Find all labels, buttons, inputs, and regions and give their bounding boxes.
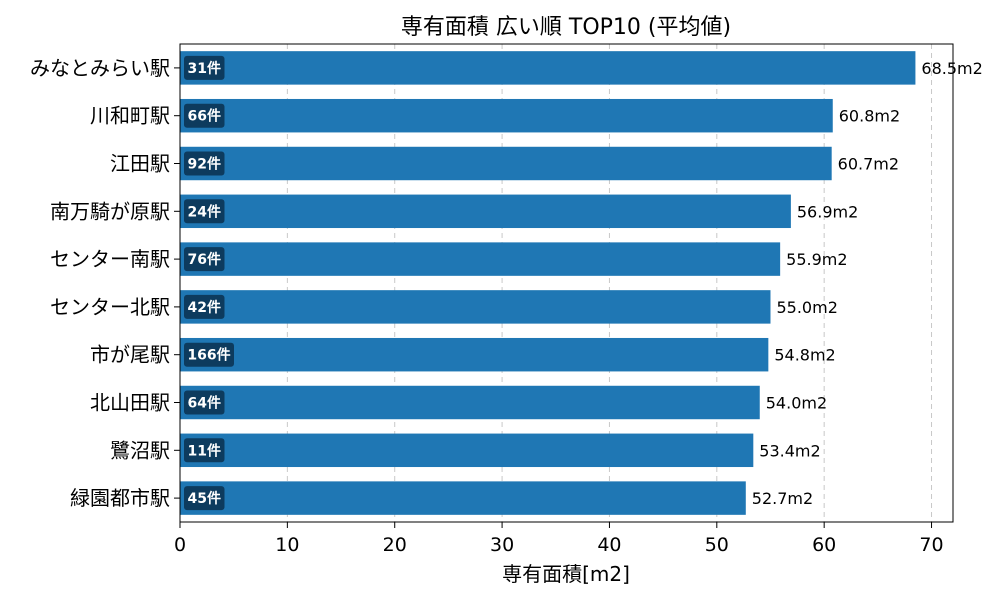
count-label: 11件 bbox=[188, 442, 221, 459]
count-label: 45件 bbox=[188, 490, 221, 507]
category-label: 緑園都市駅 bbox=[70, 486, 170, 510]
count-badge bbox=[184, 55, 225, 80]
x-tick-label: 30 bbox=[490, 534, 514, 556]
value-label: 55.9m2 bbox=[786, 250, 847, 269]
bar bbox=[180, 242, 781, 276]
count-label: 64件 bbox=[188, 395, 221, 412]
category-label: 川和町駅 bbox=[90, 104, 170, 128]
x-tick-label: 60 bbox=[812, 534, 836, 556]
category-label: センター北駅 bbox=[50, 295, 170, 319]
count-badge bbox=[184, 390, 225, 415]
bar bbox=[180, 98, 833, 133]
axis-layer: 0 10 20 30 40 50 60 70 みなとみらい駅川和町駅江田駅南万騎が原駅センター南… bbox=[30, 56, 944, 556]
x-tick-label: 70 bbox=[919, 534, 943, 556]
bar bbox=[180, 481, 746, 515]
category-label: 市が尾駅 bbox=[90, 343, 170, 367]
plot-frame bbox=[179, 43, 954, 523]
category-label: 北山田駅 bbox=[90, 391, 170, 415]
count-badge bbox=[184, 247, 225, 272]
value-label: 54.8m2 bbox=[774, 346, 835, 365]
count-badge bbox=[184, 294, 225, 319]
category-label: 鷺沼駅 bbox=[110, 438, 170, 462]
count-badge bbox=[184, 342, 234, 367]
value-label: 54.0m2 bbox=[766, 394, 827, 413]
value-label: 52.7m2 bbox=[752, 489, 813, 508]
bar bbox=[180, 146, 832, 181]
bar bbox=[180, 290, 771, 324]
value-label: 53.4m2 bbox=[759, 441, 820, 460]
bar bbox=[180, 194, 791, 229]
count-badge bbox=[184, 438, 225, 463]
value-label: 60.7m2 bbox=[838, 155, 899, 174]
count-badge bbox=[184, 151, 225, 176]
category-label: 南万騎が原駅 bbox=[50, 199, 170, 223]
x-axis-label: 専有面積[m2] bbox=[502, 562, 630, 586]
category-label: センター南駅 bbox=[50, 247, 170, 271]
value-label: 56.9m2 bbox=[797, 202, 858, 221]
count-label: 31件 bbox=[188, 60, 221, 77]
bar bbox=[180, 385, 760, 420]
count-label: 92件 bbox=[188, 156, 221, 173]
x-tick-label: 0 bbox=[174, 534, 186, 556]
count-badge bbox=[184, 199, 225, 224]
count-label: 76件 bbox=[188, 251, 221, 268]
x-tick-label: 50 bbox=[705, 534, 729, 556]
bar bbox=[180, 337, 769, 372]
chart-title: 専有面積 広い順 TOP10 (平均値) bbox=[401, 15, 731, 40]
x-tick-label: 10 bbox=[275, 534, 299, 556]
bar-layer: 68.5m2 31件 60.8m2 66件 60.7m2 92件 56.9m2 24件 55.9… bbox=[180, 51, 983, 515]
value-label: 60.8m2 bbox=[839, 107, 900, 126]
bar bbox=[180, 433, 754, 468]
bar bbox=[180, 51, 916, 85]
count-label: 24件 bbox=[188, 203, 221, 220]
count-badge bbox=[184, 103, 225, 128]
count-badge bbox=[184, 486, 225, 511]
value-label: 68.5m2 bbox=[921, 59, 982, 78]
value-label: 55.0m2 bbox=[776, 298, 837, 317]
category-label: 江田駅 bbox=[110, 152, 170, 176]
category-label: みなとみらい駅 bbox=[30, 56, 170, 80]
x-tick-label: 40 bbox=[597, 534, 621, 556]
count-label: 166件 bbox=[187, 347, 230, 364]
x-tick-label: 20 bbox=[383, 534, 407, 556]
count-label: 42件 bbox=[188, 299, 221, 316]
count-label: 66件 bbox=[188, 108, 221, 125]
